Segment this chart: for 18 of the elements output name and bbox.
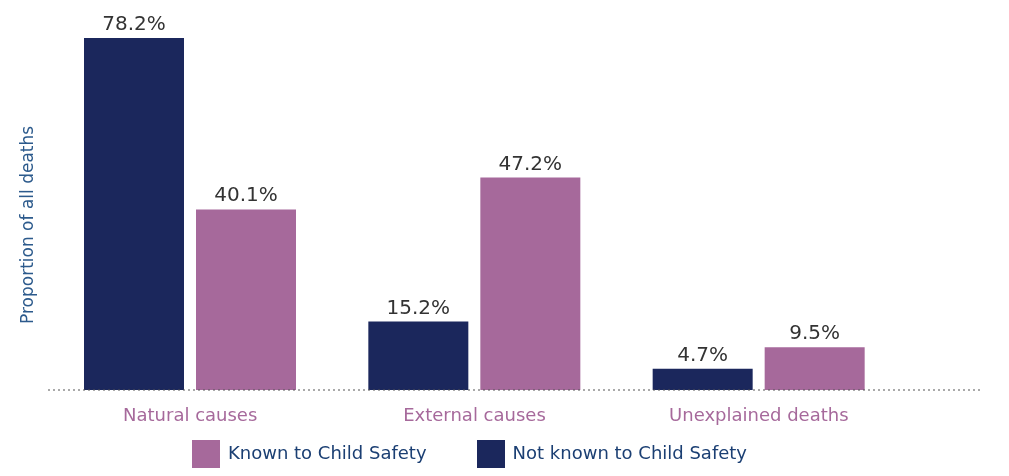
data-label: 78.2% [102, 11, 166, 35]
bar [652, 368, 753, 390]
data-label: 47.2% [498, 150, 563, 175]
x-tick-label: Natural causes [123, 403, 258, 425]
data-label: 40.1% [214, 182, 278, 207]
bar [196, 209, 296, 390]
x-tick-label: Unexplained deaths [669, 403, 849, 425]
data-label: 9.5% [789, 320, 841, 345]
bar [84, 38, 184, 390]
x-tick-label: External causes [403, 403, 546, 425]
data-label: 15.2% [386, 294, 451, 319]
data-label: 4.7% [677, 341, 729, 366]
y-axis-title: Proportion of all deaths [17, 125, 38, 324]
bar [480, 177, 581, 390]
legend-label: Known to Child Safety [227, 442, 427, 463]
bar [368, 321, 469, 390]
bar [764, 347, 865, 390]
legend-label: Not known to Child Safety [512, 442, 748, 463]
